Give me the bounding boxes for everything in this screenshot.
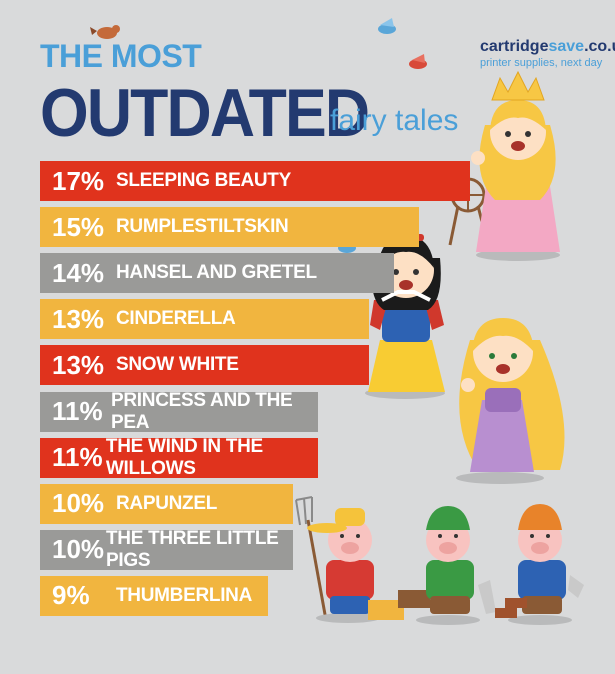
bar-9: 10% THE THREE LITTLE PIGS	[40, 527, 293, 571]
brand-name: cartridgesave.co.uk	[480, 38, 615, 55]
bar-category-label: RUMPLESTILTSKIN	[116, 216, 289, 238]
bricks-icon	[495, 598, 527, 618]
sleeping-beauty-illustration	[471, 70, 560, 261]
bar-category-label: RAPUNZEL	[116, 492, 218, 514]
bar-5: 13% SNOW WHITE	[40, 345, 369, 386]
bar-8: 10% RAPUNZEL	[40, 483, 293, 524]
bar-category-label: THE WIND IN THE WILLOWS	[105, 435, 263, 479]
saw-icon	[478, 580, 496, 614]
bar-2: 15% RUMPLESTILTSKIN	[40, 207, 419, 248]
bar-value-label: 14%	[52, 257, 105, 288]
bar-value-label: 15%	[52, 211, 105, 242]
pitchfork-icon	[295, 496, 328, 621]
pig-2-illustration	[416, 506, 480, 625]
bar-3: 14% HANSEL AND GRETEL	[40, 253, 394, 294]
bird-icon	[409, 54, 427, 69]
bird-icon	[378, 18, 396, 34]
bar-10: 9% THUMBERLINA	[40, 575, 268, 616]
bar-category-label: CINDERELLA	[116, 308, 236, 330]
bar-category-label: SLEEPING BEAUTY	[116, 170, 291, 191]
bar-value-label: 13%	[52, 303, 105, 334]
title-line-1: THE MOST	[40, 38, 202, 74]
bar-category-label: SNOW WHITE	[116, 354, 239, 376]
bar-7: 11% THE WIND IN THE WILLOWS	[40, 435, 318, 479]
bar-4: 13% CINDERELLA	[40, 299, 369, 340]
bar-category-label: PRINCESS AND THE PEA	[111, 389, 293, 433]
bar-value-label: 11%	[52, 442, 103, 473]
pig-3-illustration	[508, 504, 572, 625]
bar-value-label: 11%	[52, 396, 103, 426]
title-line-3: fairy tales	[330, 104, 459, 137]
brand-logo: cartridgesave.co.uk printer supplies, ne…	[480, 38, 615, 69]
pig-1-illustration	[307, 508, 380, 623]
bar-category-label: THE THREE LITTLE PIGS	[105, 527, 279, 571]
rapunzel-illustration	[456, 318, 565, 484]
bar-value-label: 10%	[52, 534, 105, 565]
title-line-2: OUTDATED	[40, 75, 370, 151]
bar-1: 17% SLEEPING BEAUTY	[40, 161, 470, 201]
bar-value-label: 13%	[52, 349, 105, 380]
trowel-icon	[568, 575, 584, 598]
bar-value-label: 9%	[52, 580, 90, 611]
bar-value-label: 17%	[52, 165, 105, 196]
bar-value-label: 10%	[52, 488, 105, 519]
bird-icon	[90, 25, 120, 39]
bar-6: 11% PRINCESS AND THE PEA	[40, 389, 318, 433]
bar-category-label: HANSEL AND GRETEL	[116, 262, 317, 284]
hay-bale-icon	[368, 590, 430, 620]
bar-category-label: THUMBERLINA	[116, 584, 253, 606]
brand-tagline: printer supplies, next day	[480, 57, 603, 69]
